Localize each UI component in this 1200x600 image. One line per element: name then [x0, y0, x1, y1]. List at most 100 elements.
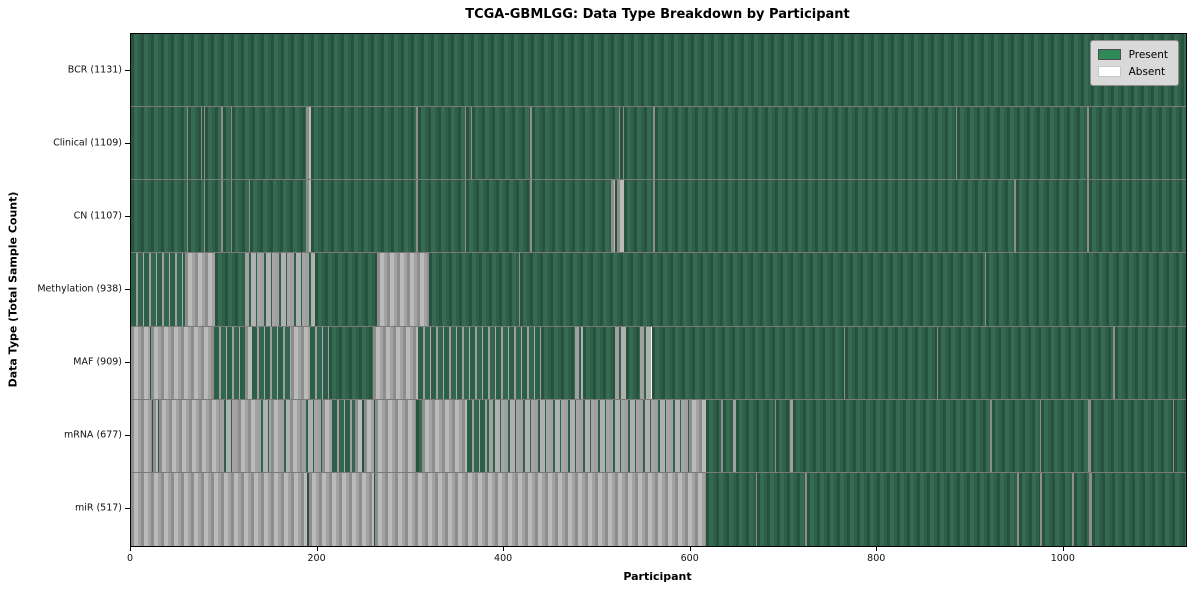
segment-mixa [280, 399, 290, 472]
segment-mixa [790, 399, 794, 472]
segment-absent [1088, 472, 1092, 546]
segment-absent [936, 326, 939, 399]
segment-absent [470, 107, 473, 180]
segment-present [417, 180, 465, 253]
segment-absent [1087, 107, 1089, 180]
y-tick-label: mRNA (677) [63, 429, 122, 441]
absent-swatch-icon [1097, 66, 1121, 77]
segment-absent [416, 107, 418, 180]
x-tick-mark [316, 547, 318, 551]
segment-absent [230, 180, 233, 253]
segment-absent [530, 180, 532, 253]
y-tick-label: MAF (909) [73, 356, 122, 368]
segment-present [736, 399, 775, 472]
segment-present [757, 472, 806, 546]
segment-present [151, 399, 153, 472]
segment-absent [363, 399, 374, 472]
row-bcr [131, 34, 1186, 108]
segment-mixp [466, 399, 490, 472]
row-mir [131, 472, 1186, 546]
segment-absent [464, 107, 467, 180]
segment-present [806, 472, 1018, 546]
row-maf [131, 326, 1186, 400]
segment-mixp [214, 326, 245, 399]
segment-absent [244, 326, 253, 399]
segment-present [149, 326, 152, 399]
segment-absent [152, 399, 159, 472]
segment-present [705, 472, 756, 546]
x-tick-mark [876, 547, 878, 551]
y-axis-title: Data Type (Total Sample Count) [6, 191, 20, 388]
segment-present [956, 107, 1088, 180]
y-tick-label: miR (517) [74, 502, 122, 514]
segment-absent [618, 107, 621, 180]
segment-absent [1014, 180, 1016, 253]
segment-present [232, 180, 249, 253]
segment-present [1090, 399, 1173, 472]
segment-present [1041, 472, 1073, 546]
segment-absent [519, 253, 521, 326]
segment-present [541, 326, 575, 399]
x-tick-mark [503, 547, 505, 551]
segment-absent [308, 472, 374, 546]
y-tick-label: CN (1107) [73, 210, 122, 222]
segment-present [249, 180, 307, 253]
segment-present [314, 253, 378, 326]
segment-present [705, 399, 722, 472]
x-tick-mark [130, 547, 131, 551]
segment-mixa [615, 326, 627, 399]
segment-present [722, 399, 733, 472]
segment-mixa [301, 399, 323, 472]
segment-absent [990, 399, 992, 472]
segment-absent [374, 472, 706, 546]
y-tick-mark [125, 215, 130, 217]
legend-label-absent: Absent [1128, 65, 1166, 78]
segment-absent [354, 399, 363, 472]
x-tick-label: 800 [867, 553, 886, 564]
segment-absent [270, 399, 281, 472]
row-mrna [131, 399, 1186, 473]
segment-present [531, 107, 619, 180]
segment-present [373, 399, 376, 472]
x-tick-label: 0 [126, 553, 134, 564]
segment-present [222, 180, 231, 253]
segment-present [158, 399, 160, 472]
segment-present [188, 107, 201, 180]
segment-absent [755, 472, 758, 546]
segment-absent [159, 399, 220, 472]
segment-absent [221, 180, 223, 253]
segment-absent [131, 326, 150, 399]
segment-present [417, 107, 465, 180]
segment-absent [203, 107, 206, 180]
segment-present [654, 180, 1015, 253]
legend-label-present: Present [1128, 48, 1168, 61]
segment-present [1091, 472, 1186, 546]
segment-present [776, 399, 791, 472]
segment-present [1015, 180, 1088, 253]
segment-present [311, 180, 417, 253]
chart-title: TCGA-GBMLGG: Data Type Breakdown by Part… [465, 7, 850, 22]
segment-present [626, 326, 641, 399]
x-tick-label: 600 [680, 553, 699, 564]
segment-absent [616, 180, 624, 253]
segment-present [373, 472, 375, 546]
segment-absent [622, 107, 624, 180]
segment-absent [422, 399, 467, 472]
segment-present [311, 107, 417, 180]
x-tick-label: 200 [307, 553, 326, 564]
segment-present [202, 107, 204, 180]
segment-absent [289, 399, 302, 472]
segment-absent [1087, 180, 1089, 253]
segment-absent [955, 107, 957, 180]
segment-present [623, 180, 654, 253]
x-tick-mark [689, 547, 691, 551]
segment-mixa [575, 326, 584, 399]
segment-present [472, 107, 531, 180]
segment-present [188, 180, 204, 253]
segment-absent [186, 180, 189, 253]
segment-present [1073, 472, 1089, 546]
segment-absent [1072, 472, 1074, 546]
segment-mixa [256, 399, 271, 472]
segment-present [222, 107, 231, 180]
segment-absent [416, 180, 418, 253]
